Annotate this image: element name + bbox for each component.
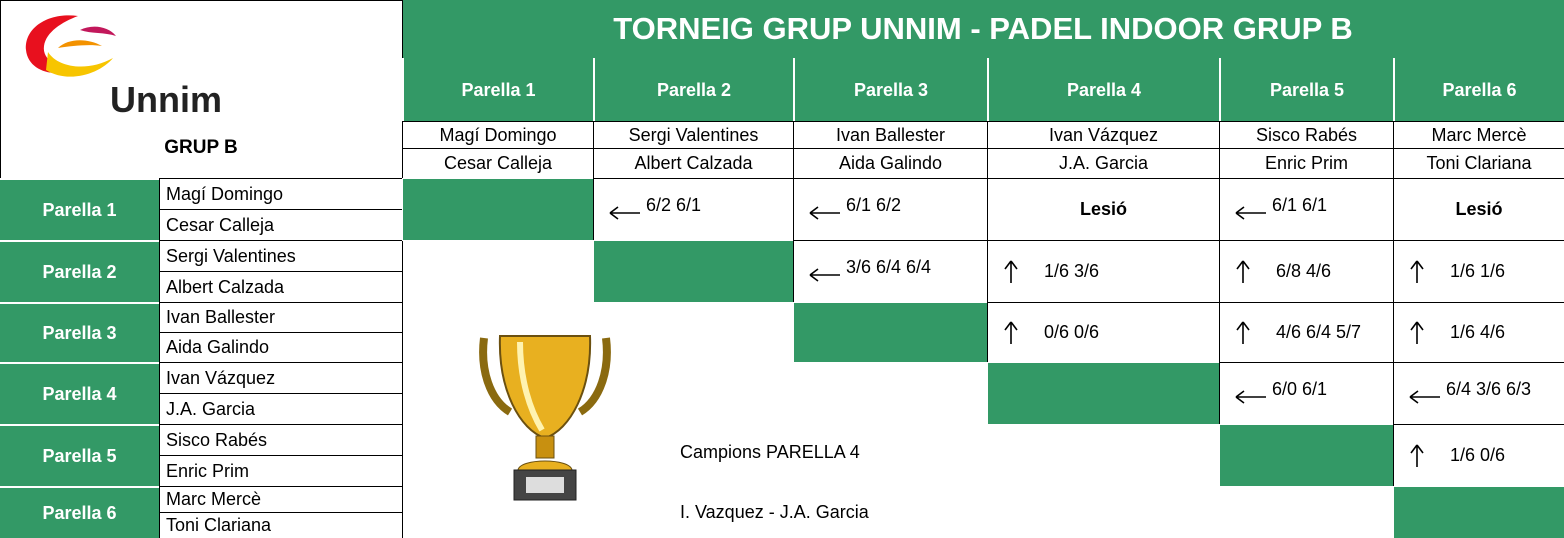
result-score: 6/0 6/1 [1272,379,1328,399]
winner-arrow [809,267,840,282]
column-header: Parella 3 [793,58,987,122]
column-header: Parella 4 [987,58,1219,122]
row-header: Parella 1 [0,178,159,240]
result-score: 1/6 3/6 [1044,261,1100,281]
title: TORNEIG GRUP UNNIM - PADEL INDOOR GRUP B [402,0,1564,58]
result-score: 6/1 6/1 [1272,195,1328,215]
result-score: 4/6 6/4 5/7 [1276,322,1362,342]
column-player: Enric Prim [1219,148,1394,179]
row-player: Sergi Valentines [159,240,403,272]
row-player: Ivan Ballester [159,302,403,333]
result-cell: Lesió [987,178,1220,241]
row-header: Parella 3 [0,302,159,362]
column-player: Magí Domingo [402,121,594,149]
result-cell: 6/0 6/1 [1219,362,1394,425]
diagonal-cell [402,178,594,241]
result-score: 1/6 0/6 [1450,445,1506,465]
row-player: Albert Calzada [159,271,403,303]
diagonal-cell [1393,486,1564,538]
champion-names: I. Vazquez - J.A. Garcia [680,501,869,522]
diagonal-cell [1219,424,1394,487]
result-cell: 6/1 6/2 [793,178,988,241]
row-player: Ivan Vázquez [159,362,403,394]
column-header: Parella 1 [402,58,593,122]
diagonal-cell [593,240,794,303]
column-player: Sisco Rabés [1219,121,1394,149]
result-cell: 3/6 6/4 6/4 [793,240,988,303]
row-player: Cesar Calleja [159,209,403,241]
winner-arrow [809,205,840,220]
result-cell: 0/6 0/6 [987,302,1220,363]
diagonal-cell [793,302,988,363]
champion-title: Campions PARELLA 4 [680,441,860,462]
result-cell: 6/2 6/1 [593,178,794,241]
column-player: Aida Galindo [793,148,988,179]
result-cell: 1/6 4/6 [1393,302,1564,363]
result-score: 1/6 1/6 [1450,261,1506,281]
result-cell: 6/4 3/6 6/3 [1393,362,1564,425]
result-cell: 4/6 6/4 5/7 [1219,302,1394,363]
column-player: Marc Mercè [1393,121,1564,149]
result-score: 6/8 4/6 [1276,261,1332,281]
column-player: Cesar Calleja [402,148,594,179]
result-score: 6/4 3/6 6/3 [1446,379,1532,399]
column-player: Sergi Valentines [593,121,794,149]
row-player: Enric Prim [159,455,403,487]
result-cell: 1/6 0/6 [1393,424,1564,487]
column-player: Albert Calzada [593,148,794,179]
result-score: 1/6 4/6 [1450,322,1506,342]
winner-arrow [1236,321,1250,344]
winner-arrow [1410,321,1424,344]
column-player: Ivan Vázquez [987,121,1220,149]
row-player: Toni Clariana [159,512,403,538]
result-cell: 1/6 3/6 [987,240,1220,303]
row-header: Parella 4 [0,362,159,424]
winner-arrow [1004,260,1018,283]
diagonal-cell [987,362,1220,425]
result-score: 0/6 0/6 [1044,322,1100,342]
row-header: Parella 6 [0,486,159,538]
winner-arrow [609,205,640,220]
trophy [479,335,611,501]
winner-arrow [1004,321,1018,344]
row-player: Marc Mercè [159,486,403,513]
result-cell: Lesió [1393,178,1564,241]
result-cell: 6/8 4/6 [1219,240,1394,303]
row-player: Sisco Rabés [159,424,403,456]
winner-arrow [1236,260,1250,283]
column-player: J.A. Garcia [987,148,1220,179]
row-player: Magí Domingo [159,178,403,210]
column-header: Parella 2 [593,58,793,122]
row-header: Parella 5 [0,424,159,486]
column-player: Toni Clariana [1393,148,1564,179]
result-score: 6/1 6/2 [846,195,902,215]
winner-arrow [1235,205,1266,220]
row-header: Parella 2 [0,240,159,302]
winner-arrow [1409,389,1440,404]
logo-text: Unnim [110,80,222,120]
result-cell: 1/6 1/6 [1393,240,1564,303]
logo-mark [25,15,116,77]
winner-arrow [1410,260,1424,283]
group-label: GRUP B [164,137,238,158]
winner-arrow [1235,389,1266,404]
column-player: Ivan Ballester [793,121,988,149]
logo-cell [0,0,403,179]
result-score: 3/6 6/4 6/4 [846,257,932,277]
row-player: J.A. Garcia [159,393,403,425]
result-score: 6/2 6/1 [646,195,702,215]
result-cell: 6/1 6/1 [1219,178,1394,241]
row-player: Aida Galindo [159,332,403,363]
winner-arrow [1410,444,1424,467]
column-header: Parella 6 [1393,58,1564,122]
column-header: Parella 5 [1219,58,1393,122]
